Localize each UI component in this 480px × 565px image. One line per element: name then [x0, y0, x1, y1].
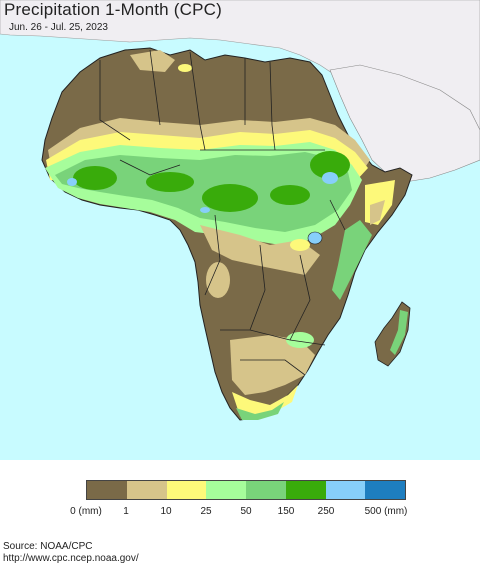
north-coast-tan	[130, 50, 175, 72]
legend-swatch-6	[325, 481, 366, 499]
source-credit: Source: NOAA/CPC http://www.cpc.ncep.noa…	[3, 541, 139, 565]
central-tan	[200, 225, 320, 275]
legend-label-3: 25	[200, 506, 212, 517]
north-coast-yellow	[178, 64, 192, 72]
legend-label-4: 50	[240, 506, 252, 517]
very-heavy-rain-ethiopia	[322, 172, 338, 184]
mozambique-green	[286, 332, 314, 348]
legend-label-0: 0 (mm)	[70, 506, 102, 517]
madagascar-east-green	[390, 310, 408, 355]
source-line: Source: NOAA/CPC	[3, 541, 93, 552]
legend: 0 (mm) 1 10 25 50 150 250 500 (mm)	[0, 460, 480, 565]
legend-swatch-5	[285, 481, 326, 499]
very-heavy-rain-cameroon	[200, 207, 210, 213]
legend-labels: 0 (mm) 1 10 25 50 150 250 500 (mm)	[0, 506, 480, 520]
heavy-rain-ethiopia	[310, 151, 350, 179]
lake-victoria	[307, 231, 323, 245]
legend-swatch-2	[166, 481, 207, 499]
legend-swatch-4	[246, 481, 286, 499]
south-coast-yellow	[232, 385, 298, 418]
legend-label-5: 150	[277, 506, 295, 517]
legend-swatch-1	[126, 481, 167, 499]
medium-green-band	[55, 152, 352, 232]
legend-swatch-3	[206, 481, 246, 499]
country-borders	[99, 49, 346, 376]
heavy-rain-sudan	[270, 185, 310, 205]
heavy-rain-west	[73, 166, 117, 190]
legend-color-bar	[86, 480, 406, 500]
very-heavy-rain-guinea	[67, 178, 77, 186]
east-coast-green	[332, 220, 372, 300]
legend-label-1: 1	[123, 506, 129, 517]
arabian-peninsula	[329, 64, 480, 183]
legend-swatch-7	[365, 481, 405, 499]
date-range: Jun. 26 - Jul. 25, 2023	[9, 22, 108, 33]
horn-tan	[370, 200, 385, 225]
map-title: Precipitation 1-Month (CPC)	[4, 0, 222, 19]
legend-swatch-0	[87, 481, 127, 499]
legend-label-2: 10	[160, 506, 172, 517]
heavy-rain-cameroon	[202, 184, 258, 212]
africa-map-svg	[0, 0, 480, 421]
legend-label-7: 500 (mm)	[364, 506, 408, 517]
precipitation-map: Precipitation 1-Month (CPC) Jun. 26 - Ju…	[0, 0, 480, 460]
legend-label-6: 250	[317, 506, 335, 517]
congo-yellow	[290, 239, 310, 251]
angola-tan	[206, 262, 230, 298]
south-tan	[230, 335, 315, 395]
heavy-rain-center	[146, 172, 194, 192]
south-coast-green	[236, 402, 284, 420]
source-url: http://www.cpc.ncep.noaa.gov/	[3, 553, 139, 564]
